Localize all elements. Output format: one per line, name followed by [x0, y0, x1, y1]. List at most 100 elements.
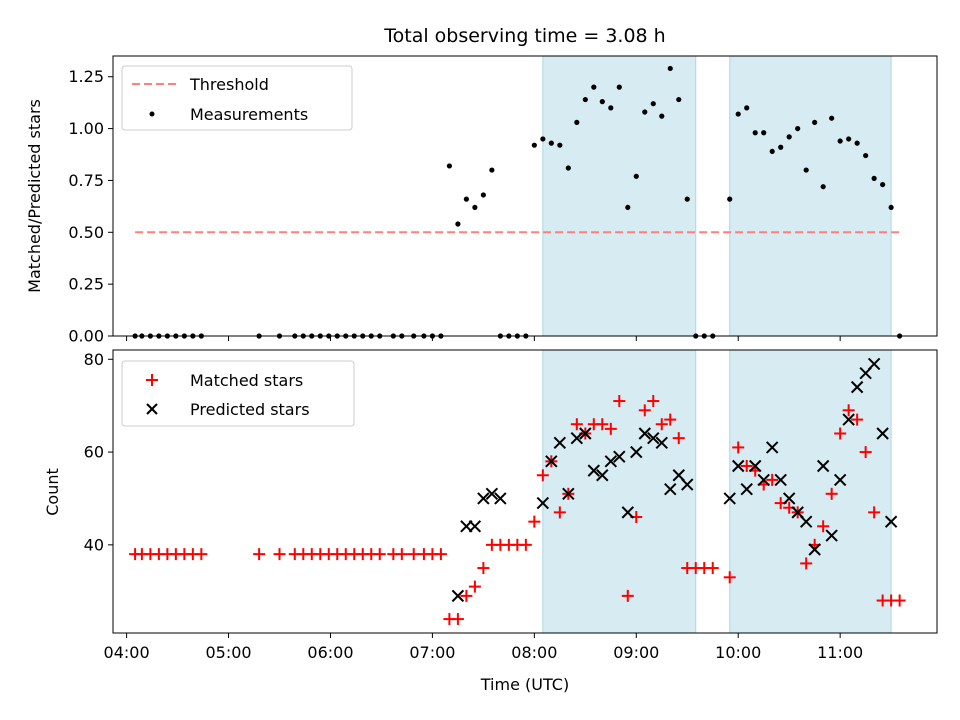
top-y-tick-label: 0.00	[68, 327, 104, 346]
predicted-star-point	[765, 441, 779, 454]
measurement-point	[752, 130, 758, 136]
matched-star-point	[477, 562, 490, 575]
predicted-star-point	[825, 529, 838, 542]
measurement-point	[446, 163, 452, 169]
measurements-legend-label: Measurements	[190, 105, 308, 124]
x-axis-label: Time (UTC)	[480, 675, 569, 694]
measurement-point	[676, 96, 682, 103]
top-y-axis-label: Matched/Predicted stars	[25, 99, 44, 293]
predicted-star-point	[850, 380, 864, 394]
matched-star-point	[468, 580, 481, 593]
matched-star-point	[732, 441, 745, 454]
matched-star-point	[604, 422, 617, 435]
predicted-star-point	[808, 543, 821, 556]
bottom-y-tick-label: 40	[84, 535, 104, 554]
measurement-point	[769, 148, 775, 155]
top-axes-frame	[112, 55, 938, 337]
predicted-star-point	[723, 492, 736, 505]
matched-star-point	[273, 548, 286, 561]
matched-star-point	[434, 548, 447, 561]
predicted-star-point	[451, 589, 465, 603]
predicted-legend-label: Predicted stars	[190, 400, 310, 419]
x-tick-label: 11:00	[817, 643, 863, 662]
matched-star-point	[893, 594, 906, 607]
predicted-star-point	[536, 496, 550, 510]
measurement-point	[480, 192, 486, 198]
bottom-y-tick-label: 80	[84, 350, 104, 369]
predicted-star-point	[740, 482, 753, 496]
measurement-point	[659, 113, 665, 119]
measurement-point	[472, 204, 478, 211]
matched-star-point	[859, 446, 872, 459]
measurement-point	[608, 105, 614, 111]
predicted-star-point	[884, 515, 898, 528]
matched-star-point	[638, 404, 651, 417]
x-tick-label: 09:00	[613, 643, 659, 662]
matched-star-point	[528, 515, 541, 528]
measurement-point	[888, 204, 894, 211]
predicted-legend-marker	[146, 403, 158, 415]
predicted-star-point	[630, 445, 643, 459]
predicted-star-point	[664, 482, 677, 496]
predicted-star-point	[468, 520, 482, 533]
matched-star-point	[672, 432, 685, 445]
matched-star-point	[195, 548, 208, 561]
predicted-star-point	[757, 473, 770, 487]
matched-star-point	[553, 506, 566, 519]
matched-star-point	[451, 613, 464, 626]
bottom-x-ticks: 04:00 05:00 06:00 07:00 08:00 09:00 10:00 11:00	[104, 633, 863, 662]
matched-star-point	[647, 395, 660, 408]
x-tick-label: 06:00	[307, 643, 353, 662]
measurement-point	[727, 196, 733, 202]
top-x-ticks	[126, 336, 841, 341]
measurement-point	[455, 221, 461, 227]
predicted-star-point	[647, 431, 660, 445]
top-shaded-intervals	[542, 55, 892, 337]
shaded-interval	[729, 349, 892, 634]
chart-title: Total observing time = 3.08 h	[383, 25, 665, 47]
measurement-point	[540, 136, 546, 142]
predicted-star-point	[816, 459, 830, 473]
measurement-point	[812, 119, 818, 125]
measurement-point	[735, 111, 741, 117]
predicted-star-point	[732, 459, 745, 473]
measurement-point	[650, 101, 656, 107]
matched-star-point	[800, 557, 813, 570]
top-y-tick-label: 1.25	[68, 67, 104, 86]
measurement-point	[599, 99, 605, 105]
measurement-point	[667, 65, 673, 72]
measurement-point	[489, 167, 495, 173]
measurement-point	[633, 173, 639, 179]
measurement-point	[625, 204, 631, 211]
predicted-star-point	[876, 427, 889, 440]
measurement-point	[548, 140, 554, 146]
measurement-point	[582, 96, 588, 103]
matched-star-point	[825, 487, 838, 500]
predicted-star-point	[494, 492, 507, 505]
predicted-stars-points	[451, 357, 898, 603]
x-tick-label: 04:00	[104, 643, 150, 662]
measurement-point	[642, 109, 648, 115]
measurement-point	[616, 84, 622, 90]
measurement-point	[744, 105, 750, 111]
matched-star-point	[834, 427, 847, 440]
predicted-star-point	[477, 492, 490, 505]
matched-star-point	[842, 404, 855, 417]
matched-star-point	[621, 589, 634, 602]
matched-star-point	[536, 469, 549, 482]
shaded-interval	[729, 55, 892, 337]
predicted-star-point	[562, 487, 575, 501]
predicted-star-point	[579, 427, 592, 440]
measurement-point	[778, 144, 784, 150]
measurement-point	[846, 136, 852, 142]
predicted-star-point	[842, 413, 855, 426]
measurement-point	[803, 167, 809, 173]
x-tick-label: 10:00	[715, 643, 761, 662]
predicted-star-point	[587, 464, 601, 477]
matched-star-point	[570, 418, 583, 431]
top-y-ticks: 0.00 0.25 0.50 0.75 1.00 1.25	[68, 67, 113, 346]
measurement-point	[684, 196, 690, 202]
matched-star-point	[706, 562, 719, 575]
measurement-point	[820, 184, 826, 190]
